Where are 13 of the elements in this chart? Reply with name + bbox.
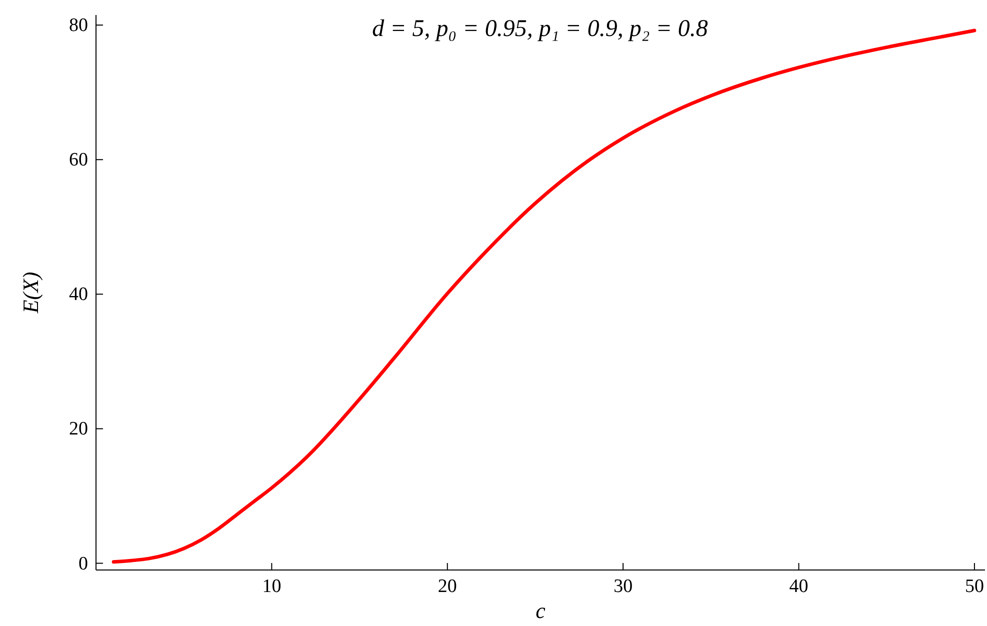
y-axis-title: E(X) <box>18 272 43 314</box>
chart-title: d = 5, p₀ = 0.95, p₁ = 0.9, p₂ = 0.8 <box>372 16 708 42</box>
x-tick-label: 10 <box>262 576 282 597</box>
x-tick-label: 40 <box>789 576 808 597</box>
x-tick-label: 50 <box>964 576 984 597</box>
y-tick-label: 60 <box>69 150 88 171</box>
x-tick-label: 30 <box>614 576 633 597</box>
x-tick-label: 20 <box>438 576 457 597</box>
y-tick-label: 40 <box>69 284 88 306</box>
y-tick-label: 20 <box>69 418 88 440</box>
x-axis-title: c <box>536 598 546 623</box>
y-tick-label: 0 <box>78 553 88 574</box>
y-tick-label: 80 <box>69 15 88 36</box>
